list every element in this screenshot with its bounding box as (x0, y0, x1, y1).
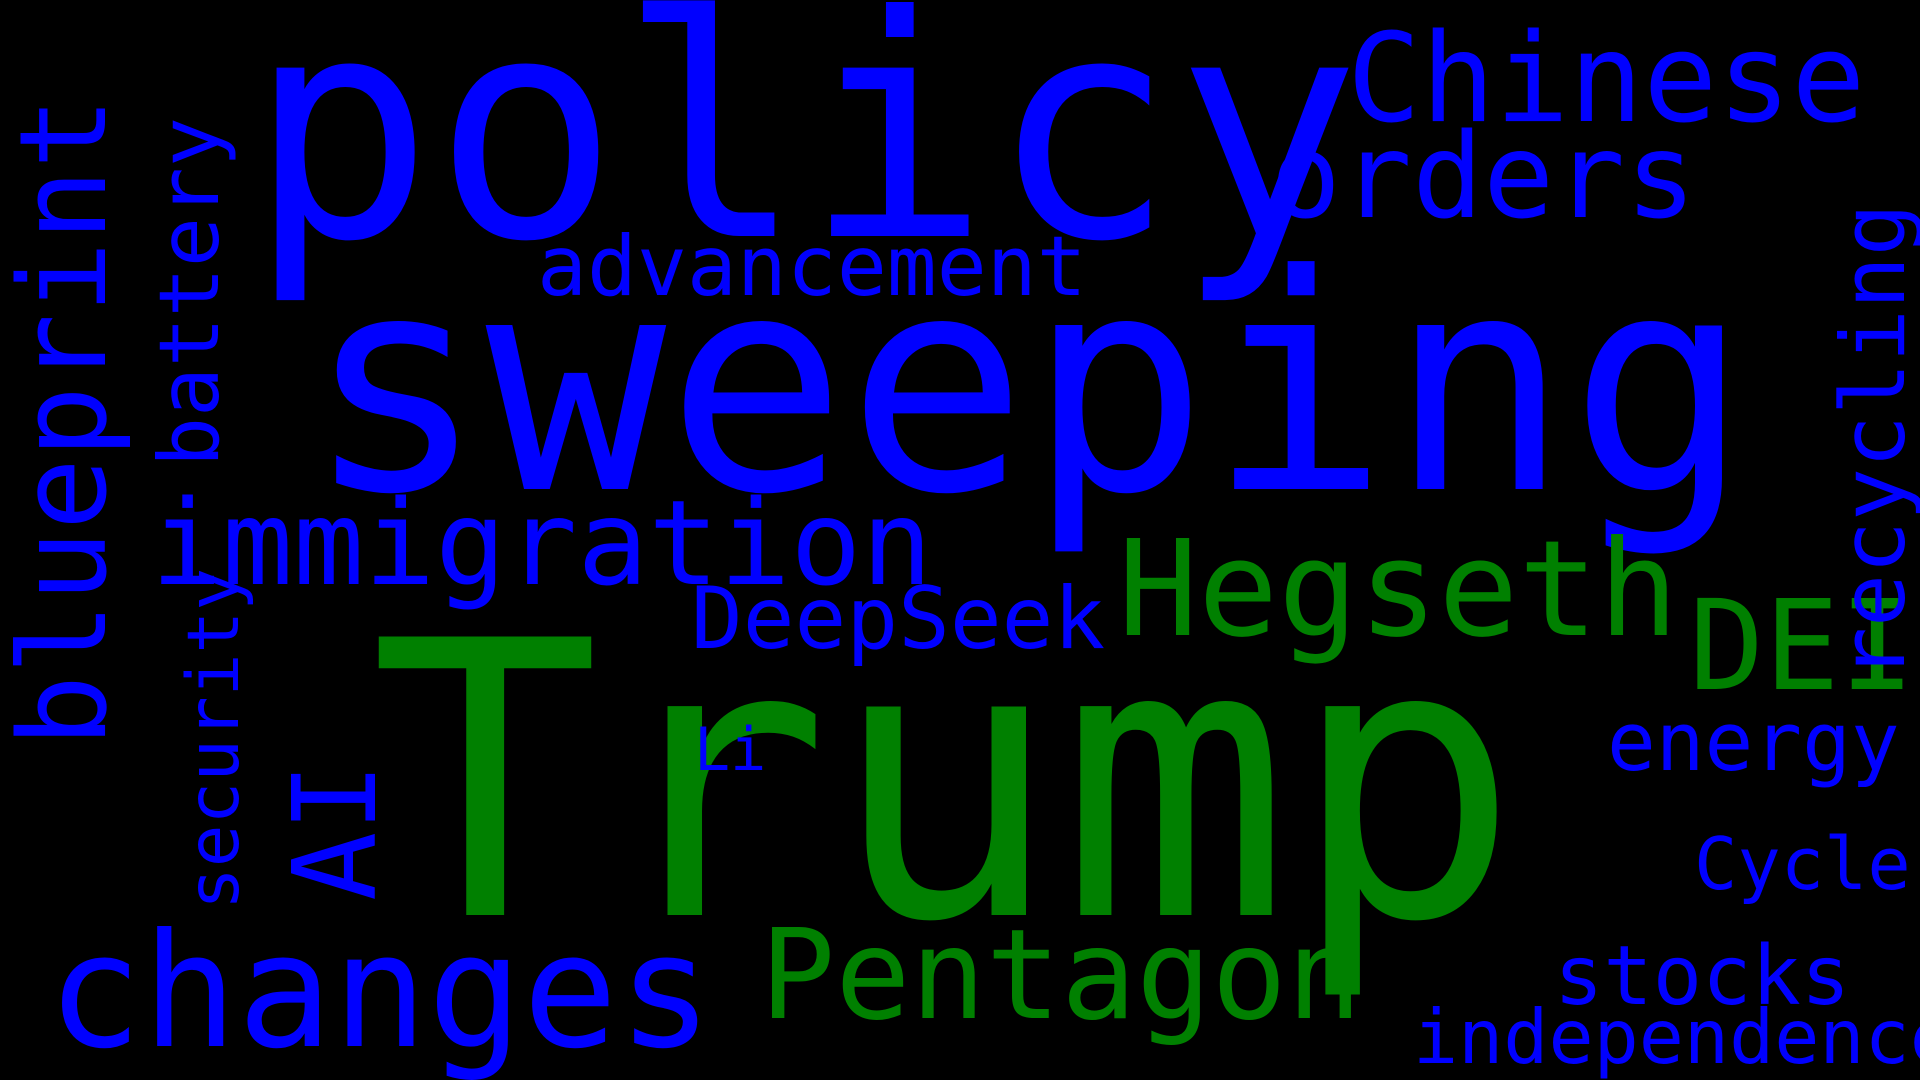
word-policy: policy (248, 0, 1361, 309)
word-changes: changes (47, 900, 713, 1080)
word-trump: Trump (370, 561, 1520, 1006)
word-independence: independence (1413, 993, 1920, 1080)
word-deepseek: DeepSeek (691, 569, 1106, 669)
word-chinese: Chinese (1347, 8, 1866, 151)
word-blueprint: blueprint (0, 96, 134, 747)
word-advancement: advancement (537, 218, 1087, 315)
word-cycle: Cycle (1694, 822, 1911, 906)
word-security: security (172, 568, 255, 910)
word-immigration: immigration (151, 474, 933, 612)
word-hegseth: Hegseth (1118, 513, 1679, 667)
word-battery: battery (141, 117, 238, 467)
word-energy: energy (1607, 696, 1900, 790)
word-pentagon: Pentagon (760, 903, 1363, 1048)
word-sweeping: sweeping (305, 211, 1750, 560)
word-recycling: recycling (1822, 203, 1920, 680)
word-dei: DEI (1689, 574, 1915, 719)
word-orders: orders (1270, 107, 1697, 245)
word-stocks: stocks (1554, 929, 1851, 1024)
word-li: Li (694, 715, 767, 785)
